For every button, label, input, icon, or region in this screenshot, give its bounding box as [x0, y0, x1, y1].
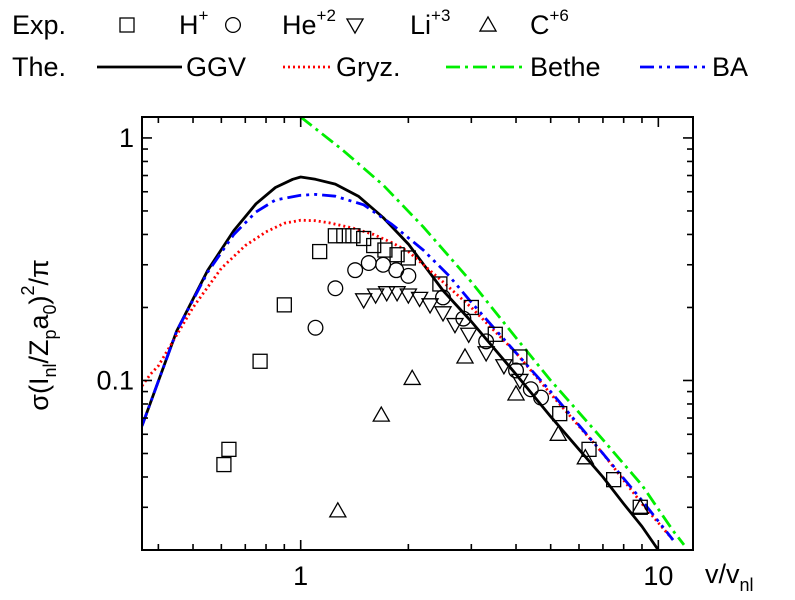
y-axis-label-part-sub: nl: [40, 364, 60, 378]
data-point-circle: [360, 255, 377, 272]
data-point-circle: [327, 280, 344, 297]
data-point-triangle-down: [366, 288, 385, 305]
data-point-square: [400, 250, 417, 266]
legend: Exp. H+ He+2 Li+3 C+6 The. GGV Gryz. Bethe BA: [12, 6, 748, 82]
data-point-triangle-down: [420, 298, 440, 315]
data-point-triangle-down: [476, 346, 496, 363]
data-point-triangle-up: [576, 448, 595, 465]
data-point-square: [345, 228, 361, 244]
legend-marker-square: [119, 17, 135, 33]
legend-entry-label: BA: [712, 52, 748, 82]
data-point-square: [552, 405, 568, 422]
legend-entry-name: H: [179, 10, 199, 40]
x-tick-label: 10: [643, 561, 673, 591]
legend-entry-superscript: +2: [317, 6, 336, 25]
legend-entry-label: H+: [179, 6, 209, 40]
data-point-square: [366, 237, 382, 254]
data-point-square: [327, 228, 343, 244]
data-point-circle: [400, 267, 417, 284]
legend-entry-label: Li+3: [410, 6, 450, 40]
x-axis-label: v/vnl: [705, 559, 754, 595]
data-point-square: [606, 472, 622, 488]
x-axis-label-sub: nl: [740, 575, 754, 595]
y-tick-label: 1: [119, 123, 134, 153]
data-point-square: [336, 228, 352, 244]
data-point-square: [389, 247, 405, 263]
data-point-triangle-down: [433, 306, 453, 323]
y-axis-label-part-sub: p: [40, 330, 60, 340]
y-axis-label-part-n: a: [24, 314, 54, 330]
series-li3-points: [354, 286, 530, 390]
data-point-square: [252, 353, 268, 369]
y-axis-label-part-n: σ(I: [24, 378, 54, 411]
data-point-circle: [435, 289, 452, 306]
y-tick-label: 0.1: [96, 365, 134, 395]
data-point-triangle-down: [494, 359, 514, 376]
legend-entry-name: He: [282, 10, 317, 40]
legend-entry-label: GGV: [186, 52, 246, 82]
legend-entry-superscript: +6: [550, 6, 569, 25]
legend-exp-label: Exp.: [12, 10, 66, 40]
data-point-circle: [347, 262, 364, 279]
legend-entry-label: C+6: [530, 6, 569, 40]
data-point-circle: [533, 389, 550, 406]
data-point-triangle-up: [506, 384, 526, 401]
legend-entry-label: He+2: [282, 6, 336, 40]
data-point-triangle-down: [354, 293, 373, 310]
series-c6-points: [328, 347, 650, 518]
data-point-triangle-down: [377, 286, 396, 303]
data-point-triangle-up: [455, 347, 475, 364]
y-axis-label: σ(Inl/Zpa0)2/π: [18, 259, 60, 410]
y-axis-label-part-sub: 0: [40, 304, 60, 314]
legend-entry-superscript: +: [199, 6, 209, 25]
legend-entry-name: C: [530, 10, 550, 40]
y-axis-label-part-sup: 2: [18, 285, 38, 295]
y-axis-label-part-n: /π: [24, 259, 54, 285]
theory-line-ggv: [142, 175, 660, 550]
data-point-triangle-down: [459, 327, 478, 344]
data-point-circle: [508, 362, 525, 379]
theory-line-bethe: [299, 117, 686, 546]
legend-marker-triangle-up: [478, 15, 498, 32]
x-tick-label: 1: [293, 561, 308, 591]
y-axis-label-part-n: ): [24, 295, 54, 304]
legend-marker-triangle-down: [345, 18, 365, 35]
data-point-triangle-down: [445, 317, 465, 334]
plot-area: [142, 117, 686, 550]
data-point-triangle-down: [510, 373, 530, 390]
series-he2-points: [307, 255, 550, 406]
data-point-circle: [307, 319, 324, 336]
data-point-triangle-up: [631, 497, 650, 514]
legend-theory-label: The.: [12, 52, 66, 82]
y-axis-label-part-n: /Z: [24, 340, 54, 364]
data-point-circle: [478, 333, 495, 350]
data-point-triangle-up: [328, 501, 347, 518]
data-point-square: [463, 299, 479, 316]
data-point-triangle-up: [549, 424, 568, 441]
data-point-square: [221, 441, 237, 458]
x-axis-label-base: v/v: [705, 559, 740, 589]
data-point-square: [276, 297, 292, 313]
series-h-points: [216, 228, 648, 515]
legend-entry-label: Bethe: [530, 52, 601, 82]
data-point-square: [216, 456, 232, 473]
plot-clip-group: [142, 117, 686, 550]
data-point-triangle-up: [403, 369, 422, 386]
data-point-circle: [522, 381, 539, 398]
legend-entry-superscript: +3: [431, 6, 450, 25]
legend-entry-label: Gryz.: [336, 52, 401, 82]
data-point-triangle-down: [387, 286, 407, 303]
theory-line-ba: [142, 192, 675, 541]
plot-frame: [141, 116, 694, 551]
data-point-square: [312, 243, 328, 260]
legend-entry-name: Li: [410, 10, 431, 40]
legend-marker-circle: [224, 16, 241, 33]
data-point-triangle-up: [372, 405, 391, 422]
data-point-triangle-down: [399, 288, 418, 305]
